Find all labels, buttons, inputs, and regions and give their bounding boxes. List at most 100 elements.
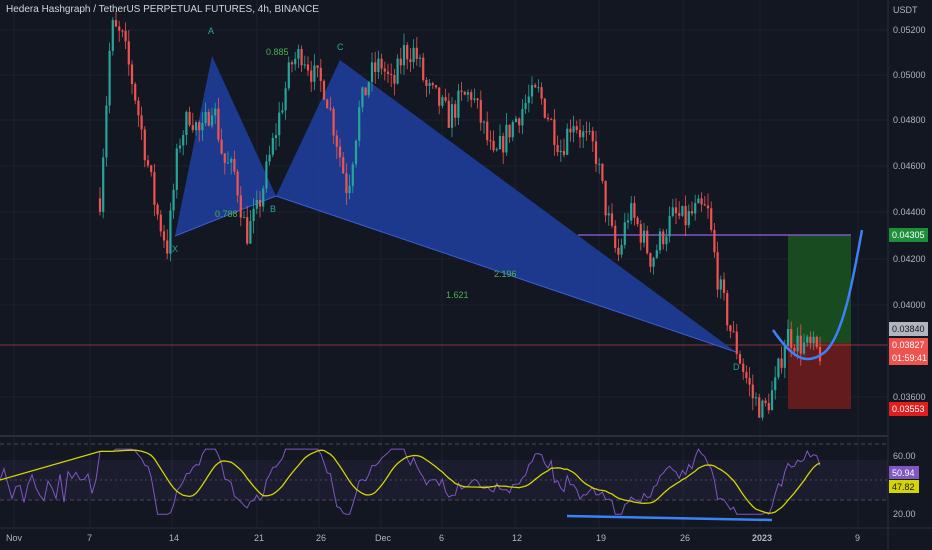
candle-body bbox=[418, 57, 422, 59]
candle-body bbox=[114, 20, 118, 27]
candle-body bbox=[370, 62, 374, 83]
pattern-triangle-xab bbox=[175, 56, 276, 236]
candle-body bbox=[444, 97, 447, 101]
candle-body bbox=[786, 329, 790, 347]
candle-body bbox=[697, 198, 700, 204]
candle-body bbox=[738, 354, 742, 364]
candle-body bbox=[706, 205, 710, 209]
candle-body bbox=[124, 30, 127, 42]
projection-curve[interactable] bbox=[771, 229, 864, 361]
candle-body bbox=[374, 62, 377, 72]
candle-body bbox=[425, 79, 428, 86]
candle-body bbox=[514, 118, 518, 122]
candle-body bbox=[178, 145, 182, 149]
price-tick: 0.04400 bbox=[893, 207, 926, 217]
candle-body bbox=[610, 213, 614, 226]
candle-body bbox=[502, 135, 505, 153]
candle-body bbox=[799, 335, 802, 354]
candle-body bbox=[585, 131, 588, 133]
candle-body bbox=[690, 211, 694, 214]
candle-body bbox=[668, 215, 671, 237]
candle-body bbox=[774, 377, 777, 391]
point-label-d: D bbox=[733, 362, 740, 372]
candle-body bbox=[134, 84, 137, 101]
price-tick: 0.04600 bbox=[893, 161, 926, 171]
candle-body bbox=[354, 140, 358, 165]
candle-body bbox=[550, 119, 553, 121]
candle-body bbox=[633, 203, 636, 218]
grid-lines bbox=[0, 0, 888, 528]
candle-body bbox=[713, 229, 716, 253]
candle-body bbox=[700, 198, 703, 205]
candle-body bbox=[185, 111, 188, 136]
candle-body bbox=[646, 230, 649, 254]
candle-body bbox=[393, 74, 396, 84]
candle-body bbox=[687, 211, 690, 226]
candle-body bbox=[751, 384, 754, 399]
rsi-line[interactable] bbox=[0, 448, 821, 516]
candle-body bbox=[761, 400, 764, 418]
candle-body bbox=[665, 236, 668, 245]
candle-body bbox=[450, 104, 454, 128]
candle-body bbox=[719, 279, 722, 290]
candle-body bbox=[754, 397, 758, 399]
candle-body bbox=[402, 45, 406, 66]
candle-body bbox=[678, 213, 681, 216]
xabcd-pattern[interactable] bbox=[174, 56, 737, 353]
price-tick: 0.04200 bbox=[893, 254, 926, 264]
candle-body bbox=[441, 97, 444, 106]
candle-body bbox=[322, 80, 326, 100]
candle-body bbox=[406, 45, 409, 60]
candle-body bbox=[489, 140, 492, 142]
candle-body bbox=[390, 73, 393, 75]
candle-body bbox=[649, 253, 652, 267]
current-price-text: 0.03827 bbox=[892, 340, 925, 350]
candle-body bbox=[399, 58, 402, 66]
rsi-ma-text: 47.82 bbox=[892, 482, 915, 492]
candle-body bbox=[630, 203, 633, 221]
candle-body bbox=[530, 85, 534, 97]
candle-body bbox=[130, 64, 134, 85]
candle-body bbox=[777, 358, 780, 378]
date-tick: 21 bbox=[254, 533, 264, 543]
target-zone[interactable] bbox=[788, 235, 851, 343]
candle-body bbox=[722, 279, 726, 293]
candle-body bbox=[182, 135, 185, 146]
candle-body bbox=[559, 150, 562, 153]
candle-body bbox=[274, 135, 278, 138]
candle-body bbox=[569, 128, 572, 133]
candle-body bbox=[556, 144, 559, 153]
candle-body bbox=[102, 157, 105, 212]
candle-body bbox=[553, 119, 556, 145]
candle-body bbox=[578, 129, 582, 138]
candle-body bbox=[470, 92, 473, 100]
candle-body bbox=[396, 58, 399, 84]
date-tick: 7 bbox=[87, 533, 92, 543]
date-tick: Dec bbox=[375, 533, 392, 543]
candle-body bbox=[658, 231, 662, 251]
candle-body bbox=[566, 128, 569, 155]
candle-body bbox=[153, 172, 156, 205]
candle-body bbox=[252, 208, 255, 222]
candle-body bbox=[806, 336, 809, 343]
candle-body bbox=[607, 213, 610, 216]
candle-body bbox=[812, 336, 815, 344]
date-tick: 26 bbox=[316, 533, 326, 543]
divergence-line[interactable] bbox=[566, 514, 773, 522]
candle-body bbox=[361, 87, 364, 108]
stop-price-text: 0.03553 bbox=[892, 404, 925, 414]
candle-body bbox=[367, 82, 370, 96]
candle-body bbox=[386, 71, 390, 74]
rsi-ma-line[interactable] bbox=[0, 449, 821, 514]
price-tick: 0.04000 bbox=[893, 300, 926, 310]
candle-body bbox=[815, 336, 818, 347]
last-price-text: 0.03840 bbox=[892, 324, 925, 334]
candle-body bbox=[319, 67, 322, 81]
candle-body bbox=[431, 83, 434, 86]
date-tick: 9 bbox=[855, 533, 860, 543]
candle-body bbox=[614, 225, 617, 248]
candle-body bbox=[534, 85, 537, 88]
candle-body bbox=[172, 189, 175, 211]
candle-body bbox=[770, 390, 774, 411]
